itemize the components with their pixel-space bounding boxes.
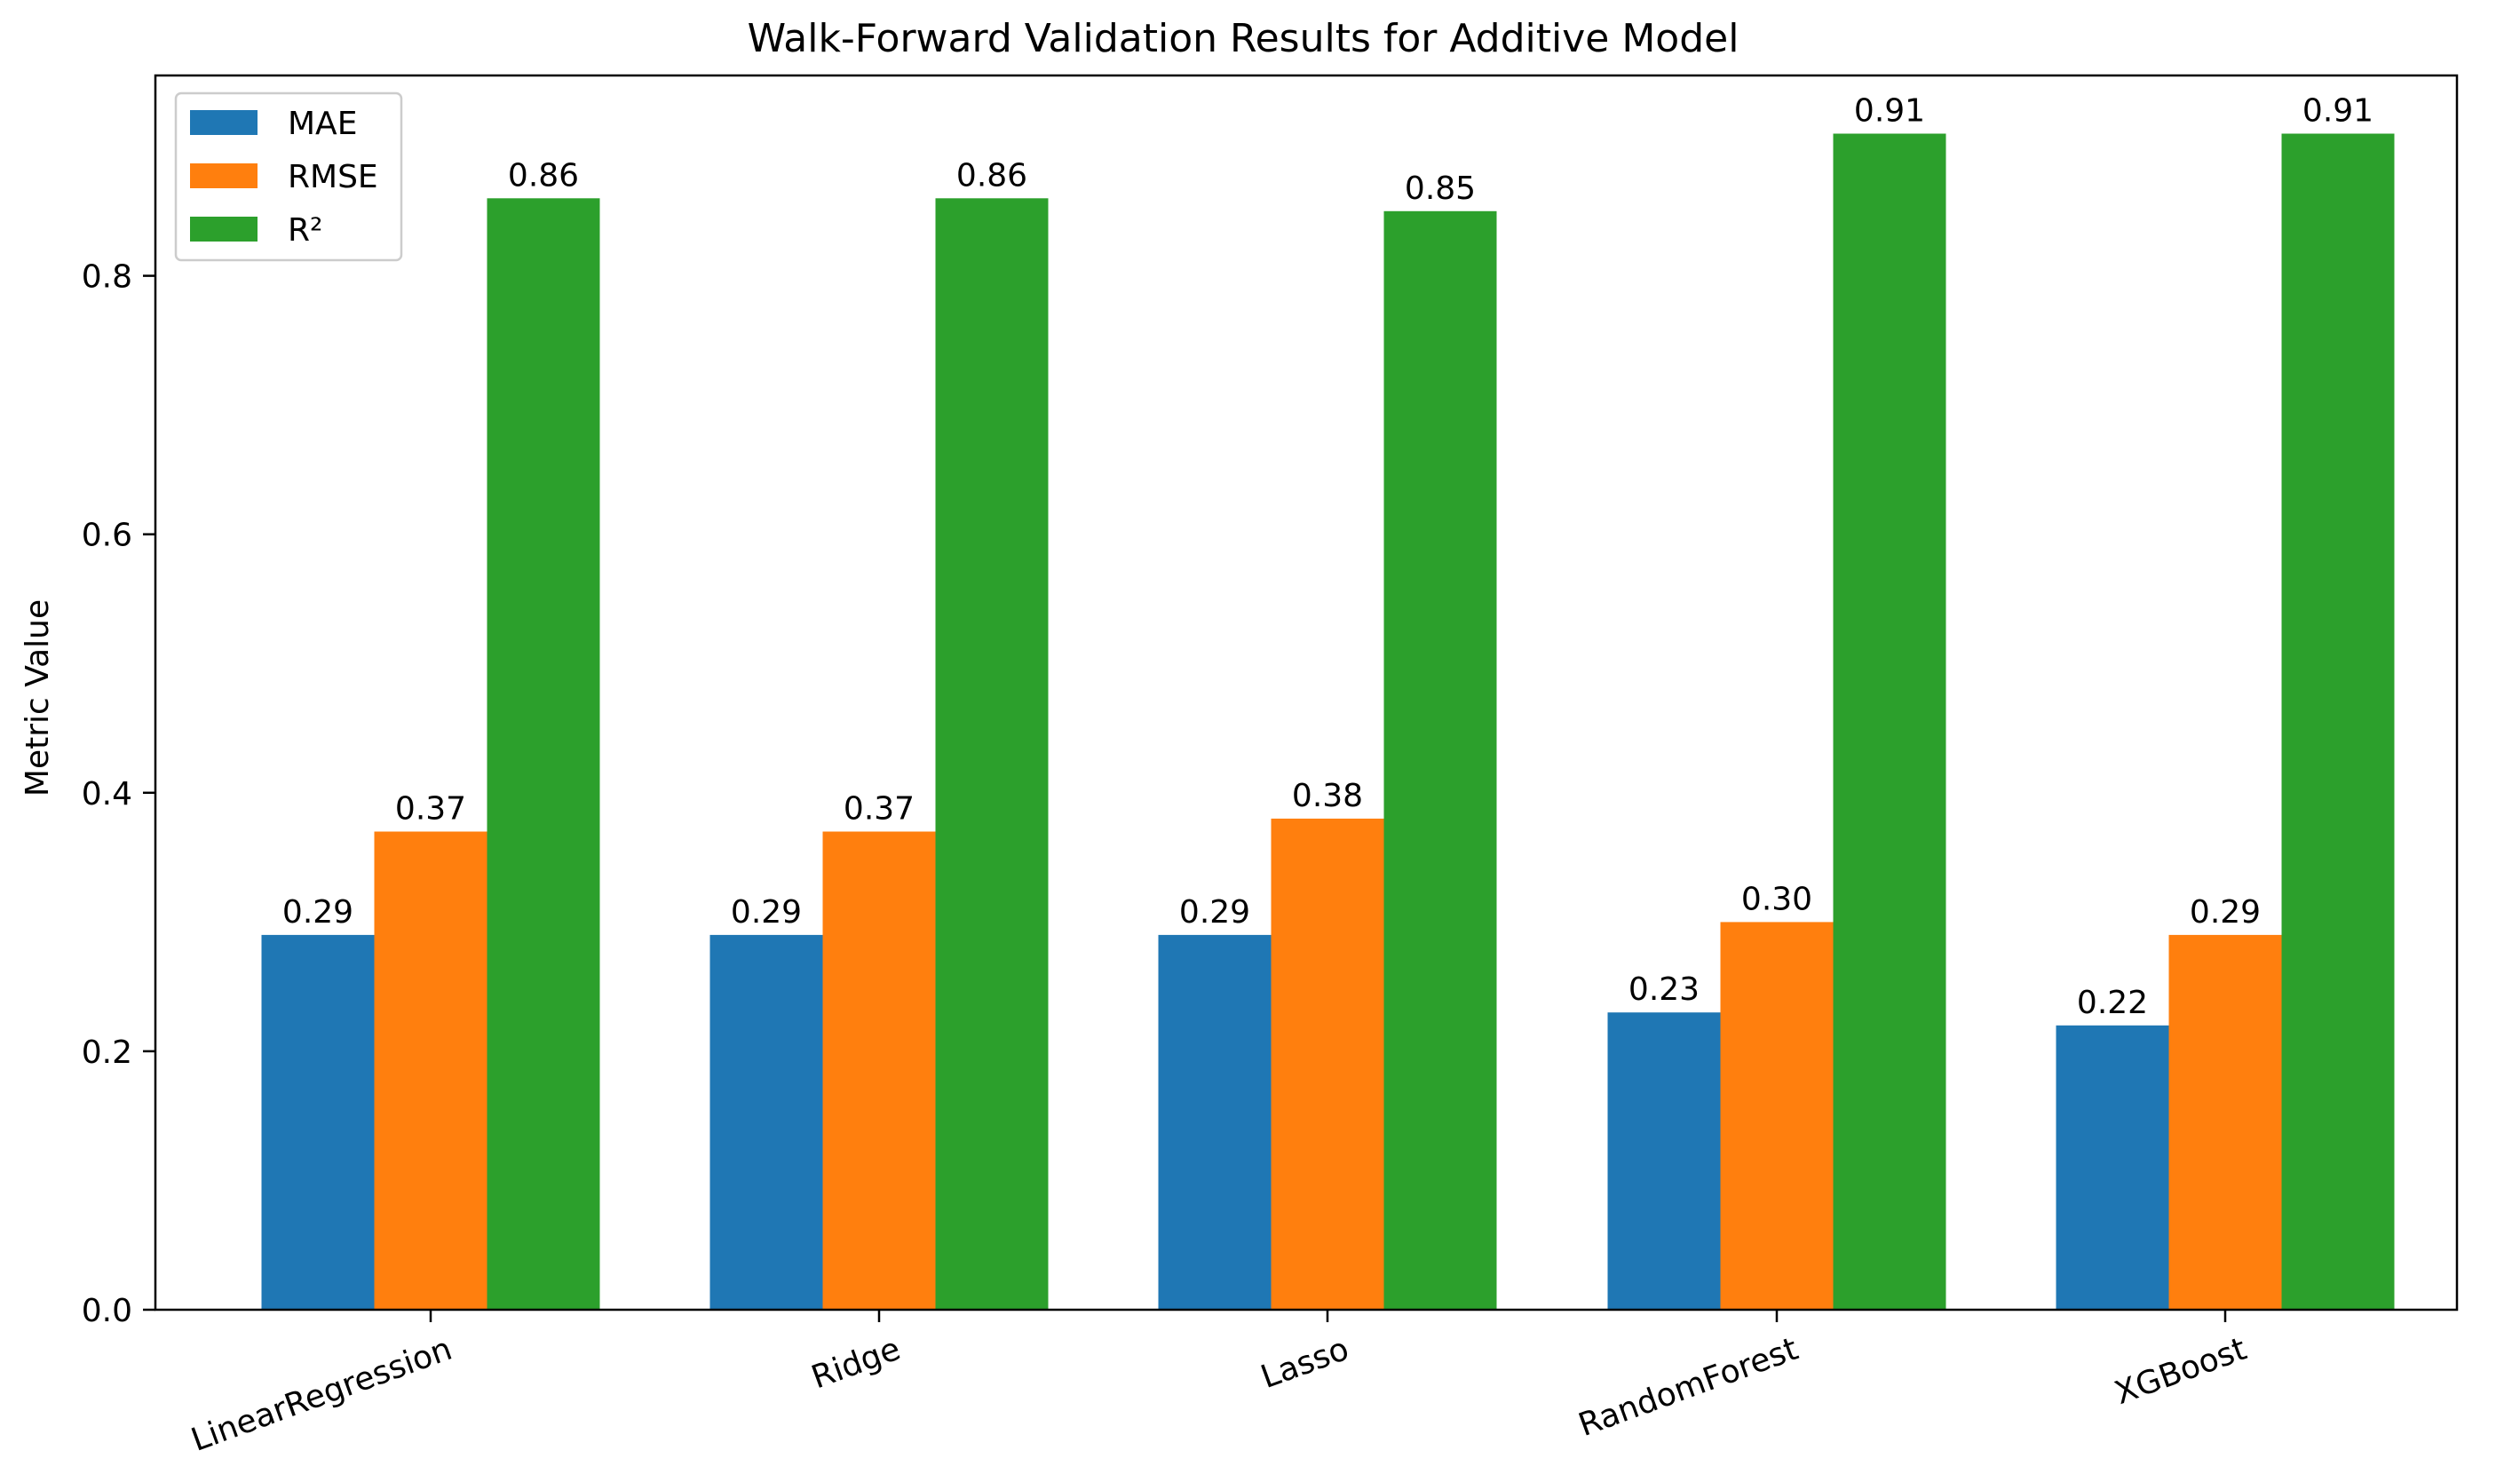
bar-mae-linearregression: [261, 934, 375, 1310]
y-tick-label: 0.8: [82, 259, 132, 296]
bar-r-xgboost: [2281, 133, 2395, 1310]
value-labels-layer: 0.29 0.29 0.29 0.23 0.22 0.37 0.37 0.38 0.30 0.29…: [282, 93, 2373, 1021]
x-tick-label: Lasso: [1256, 1331, 1354, 1396]
bar-mae-randomforest: [1607, 1012, 1721, 1310]
bar-mae-xgboost: [2056, 1025, 2169, 1310]
y-tick-label: 0.4: [82, 776, 132, 812]
x-tick-label: LinearRegression: [186, 1331, 456, 1459]
legend: MAE RMSE R²: [174, 91, 403, 262]
bar-mae-ridge: [709, 934, 823, 1310]
value-label: 0.37: [844, 791, 915, 828]
legend-label: RMSE: [288, 159, 378, 195]
chart-title: Walk-Forward Validation Results for Addi…: [748, 16, 1739, 61]
value-label: 0.22: [2077, 985, 2148, 1021]
bar-rmse-xgboost: [2168, 934, 2282, 1310]
legend-label: MAE: [288, 106, 357, 142]
value-label: 0.86: [508, 157, 579, 194]
plot-frame: [154, 74, 2459, 1312]
bar-r-lasso: [1383, 210, 1497, 1310]
x-tick-label: Ridge: [807, 1331, 906, 1397]
legend-label: R²: [288, 212, 322, 249]
value-label: 0.91: [2302, 93, 2373, 130]
y-axis-ticks: 0.0 0.2 0.4 0.6 0.8: [82, 259, 155, 1329]
value-label: 0.38: [1292, 778, 1363, 814]
y-tick-label: 0.0: [82, 1293, 132, 1329]
y-axis-label: Metric Value: [20, 599, 56, 796]
bar-r-linearregression: [487, 198, 600, 1310]
bar-rmse-lasso: [1271, 818, 1384, 1310]
value-label: 0.29: [1179, 894, 1250, 931]
value-label: 0.37: [395, 791, 466, 828]
legend-swatch: [190, 217, 258, 242]
x-tick-label: RandomForest: [1573, 1331, 1803, 1444]
value-label: 0.29: [2190, 894, 2261, 931]
bar-r-ridge: [935, 198, 1049, 1310]
y-tick-label: 0.2: [82, 1034, 132, 1071]
bar-rmse-linearregression: [374, 831, 487, 1310]
value-label: 0.23: [1628, 971, 1700, 1008]
legend-swatch: [190, 163, 258, 188]
value-label: 0.30: [1741, 881, 1812, 917]
legend-swatch: [190, 110, 258, 135]
value-label: 0.85: [1405, 170, 1476, 207]
bar-mae-lasso: [1158, 934, 1272, 1310]
value-label: 0.29: [282, 894, 353, 931]
x-axis-ticks: LinearRegression Ridge Lasso RandomForest XG…: [186, 1310, 2251, 1459]
bar-r-randomforest: [1833, 133, 1946, 1310]
bar-rmse-randomforest: [1720, 922, 1834, 1310]
value-label: 0.86: [956, 157, 1027, 194]
bars-layer: [261, 133, 2395, 1310]
x-tick-label: XGBoost: [2110, 1331, 2251, 1412]
y-tick-label: 0.6: [82, 518, 132, 554]
bar-rmse-ridge: [822, 831, 936, 1310]
value-label: 0.29: [731, 894, 802, 931]
value-label: 0.91: [1854, 93, 1925, 130]
